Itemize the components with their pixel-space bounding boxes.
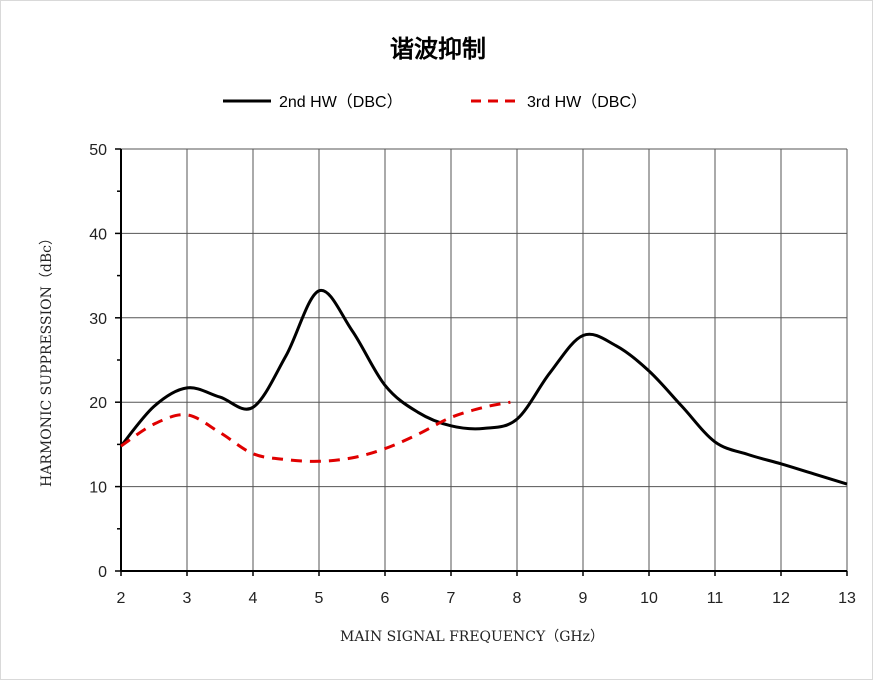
x-tick-label: 3	[183, 590, 192, 607]
series-line-2nd-hw	[119, 289, 848, 486]
y-tick-label: 10	[89, 480, 107, 497]
x-tick-label: 11	[707, 590, 724, 607]
legend-label-2nd-hw: 2nd HW（DBC）	[279, 93, 403, 111]
legend-label-3rd-hw: 3rd HW（DBC）	[527, 93, 647, 111]
y-tick-label: 0	[98, 564, 107, 581]
x-axis-label: MAIN SIGNAL FREQUENCY（GHz）	[340, 629, 604, 645]
grid	[121, 148, 848, 571]
y-tick-label: 30	[89, 311, 107, 328]
x-tick-label: 12	[772, 590, 790, 607]
axes	[115, 148, 848, 576]
x-tick-label: 4	[249, 590, 258, 607]
x-tick-label: 9	[579, 590, 588, 607]
x-tick-label: 8	[513, 590, 522, 607]
y-tick-label: 40	[89, 226, 107, 243]
x-tick-label: 2	[117, 590, 126, 607]
x-tick-label: 10	[640, 590, 658, 607]
y-tick-label: 50	[89, 142, 107, 159]
series-line-3rd-hw	[120, 400, 511, 463]
x-tick-label: 6	[381, 590, 390, 607]
x-tick-label: 13	[838, 590, 856, 607]
x-tick-label: 5	[315, 590, 324, 607]
chart-title: 谐波抑制	[390, 35, 486, 63]
tick-labels: 2 3 4 5 6 7 8 9 10 11 12 13 0 10 20 30 40 50	[89, 142, 856, 607]
x-tick-label: 7	[447, 590, 456, 607]
series-lines	[119, 289, 848, 486]
legend: 2nd HW（DBC） 3rd HW（DBC）	[223, 93, 647, 111]
y-axis-label: HARMONIC SUPPRESSION（dBc）	[39, 231, 55, 487]
y-tick-label: 20	[89, 395, 107, 412]
